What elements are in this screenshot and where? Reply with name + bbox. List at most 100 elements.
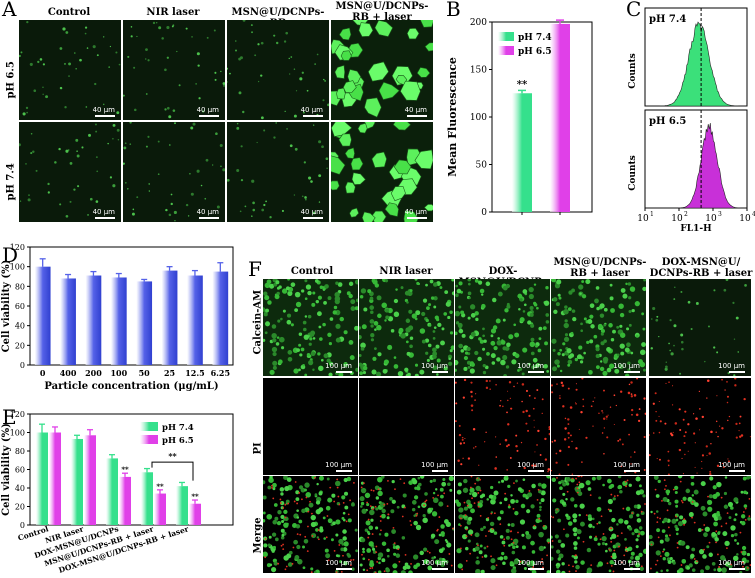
panel-f-micrograph-r2c3: 100 μm: [455, 378, 550, 475]
panel-f-micrograph-r1c2: 100 μm: [359, 279, 454, 376]
panel-e-significance: **: [121, 465, 129, 474]
panel-b-ytick-label: 150: [470, 66, 487, 76]
panel-a-micrograph-r1c1: 40 μm: [19, 20, 121, 120]
panel-b-legend-label-2: pH 6.5: [518, 47, 552, 57]
panel-e-bar-ph74: [36, 432, 48, 525]
panel-c-xtick-exp: 4: [752, 211, 755, 218]
panel-b-ylabel: Mean Fluorescence: [446, 57, 459, 177]
panel-f-col-header-5: DOX-MSN@U/ DCNPs-RB + laser: [649, 257, 753, 279]
panel-c-xtick-label: 10: [671, 214, 683, 224]
panel-e-bar-ph74: [141, 472, 153, 525]
panel-e-legend-label-1: pH 7.4: [162, 423, 194, 433]
panel-d-chart: 0 20 40 60 80 100 120 Cell viability (%) 0 400 200…: [1, 243, 234, 392]
panel-c-xtick-label: 10: [739, 214, 751, 224]
panel-c-label-2: pH 6.5: [649, 116, 686, 127]
panel-e-bar-ph65: [154, 493, 166, 525]
panel-e-ytick-label: 80: [15, 447, 25, 456]
panel-b-legend-swatch-1: [498, 32, 514, 41]
panel-a-letter: A: [2, 0, 17, 21]
panel-c-xtick-label: 10: [705, 214, 717, 224]
panel-c-xtick-exp: 2: [684, 211, 688, 218]
panel-f-row-label-1: Calcein-AM: [252, 289, 264, 355]
panel-f-micrograph-r1c1: 100 μm: [263, 279, 358, 376]
panel-d-bar: [85, 275, 102, 365]
panel-d-ytick-label: 80: [15, 282, 25, 291]
panel-c-xlabel: FL1-H: [680, 224, 712, 232]
panel-d-ytick-label: 20: [15, 341, 25, 350]
panel-e-ytick-label: 60: [15, 466, 25, 475]
panel-e-bracket-significance: **: [168, 451, 177, 461]
panel-e-bar-ph65: [49, 432, 61, 525]
panel-d-bar: [187, 275, 203, 365]
panel-d-xtick-label: 12.5: [185, 368, 204, 378]
panel-e-legend-label-2: pH 6.5: [162, 436, 194, 446]
panel-b-ytick-label: 100: [470, 113, 487, 123]
panel-f-micrograph-r3c1: 100 μm: [263, 476, 358, 573]
panel-f-micrograph-r2c5: 100 μm: [649, 378, 751, 475]
panel-e-ytick-label: 0: [20, 521, 25, 530]
panel-c-xtick-exp: 3: [718, 211, 722, 218]
panel-a-micrograph-r2c1: 40 μm: [19, 122, 121, 222]
panel-e-ylabel: Cell viability (%): [1, 423, 12, 516]
panel-e-significance: **: [191, 492, 199, 501]
panel-b-ytick-label: 50: [476, 161, 488, 171]
panel-a-micrograph-r1c2: 40 μm: [123, 20, 225, 120]
panel-d-xtick-label: 100: [110, 368, 127, 378]
panel-c-xtick-exp: 1: [650, 211, 654, 218]
panel-c-letter: C: [626, 0, 642, 21]
panel-b-bar-1: [512, 93, 532, 212]
panel-b-significance: **: [517, 79, 528, 90]
panel-d-xtick-label: 6.25: [211, 368, 230, 378]
panel-a-col-header-2: NIR laser: [146, 7, 200, 18]
panel-f-row-label-2: PI: [252, 442, 264, 455]
panel-f-col-header-1: Control: [290, 266, 334, 277]
panel-b-letter: B: [446, 0, 461, 21]
panel-b-bar-2: [550, 23, 570, 213]
panel-b-legend-swatch-2: [498, 46, 514, 55]
panel-f-micrograph-r3c4: 100 μm: [551, 476, 646, 573]
panel-b-ytick-label: 0: [481, 208, 487, 218]
panel-f-row-label-3: Merge: [252, 517, 264, 554]
panel-d-ytick-label: 100: [10, 263, 25, 272]
panel-d-ytick-label: 0: [20, 361, 25, 370]
panel-d-bar: [60, 278, 76, 365]
panel-e-bar-ph65: [189, 503, 201, 525]
panel-e-significance: **: [156, 482, 164, 491]
panel-f-micrograph-r1c4: 100 μm: [551, 279, 646, 376]
panel-a-micrograph-r1c3: 40 μm: [227, 20, 329, 120]
panel-c-histogram-2: [645, 122, 747, 209]
panel-f-letter: F: [248, 257, 262, 281]
panel-d-xtick-label: 25: [164, 368, 175, 378]
panel-d-xtick-label: 50: [139, 368, 151, 378]
panel-e-bar-ph65: [119, 476, 131, 525]
panel-c-ylabel-2: Counts: [628, 155, 638, 190]
panel-d-bar: [136, 281, 153, 365]
panel-b-legend-label-1: pH 7.4: [518, 33, 552, 43]
panel-d-bar: [110, 277, 127, 365]
panel-e-ytick-label: 40: [15, 484, 25, 493]
panel-f-col-header-4: MSN@U/DCNPs- RB + laser: [553, 257, 647, 279]
panel-f-micrograph-r1c5: 100 μm: [649, 279, 751, 376]
panel-a-col-header-4: MSN@U/DCNPs-RB + laser: [335, 1, 429, 23]
panel-d-ytick-label: 120: [10, 243, 25, 252]
panel-e-bar-ph65: [84, 435, 96, 525]
panel-f-micrograph-r2c4: 100 μm: [551, 378, 646, 475]
panel-e-ytick-label: 100: [10, 429, 25, 438]
panel-e-legend-swatch-1: [140, 422, 158, 431]
panel-a-row-label-1: pH 6.5: [5, 61, 17, 99]
panel-c-label-1: pH 7.4: [649, 14, 686, 25]
panel-f-micrograph-r3c5: 100 μm: [649, 476, 751, 573]
panel-e-legend-swatch-2: [140, 435, 158, 444]
panel-e-bar-ph74: [71, 438, 83, 525]
panel-e-bracket: [151, 461, 194, 481]
panel-f-micrograph-r3c2: 100 μm: [359, 476, 454, 573]
panel-b-chart: 0 50 100 150 200 Mean Fluorescence ** pH 7.4 pH …: [446, 18, 593, 218]
panel-d-xtick-label: 200: [85, 368, 102, 378]
panel-d-bar: [161, 270, 178, 365]
panel-d-ytick-label: 40: [15, 322, 25, 331]
panel-f-micrograph-r3c3: 100 μm: [455, 476, 550, 573]
panel-e-bar-ph74: [106, 458, 118, 525]
panel-a-row-label-2: pH 7.4: [5, 163, 17, 201]
